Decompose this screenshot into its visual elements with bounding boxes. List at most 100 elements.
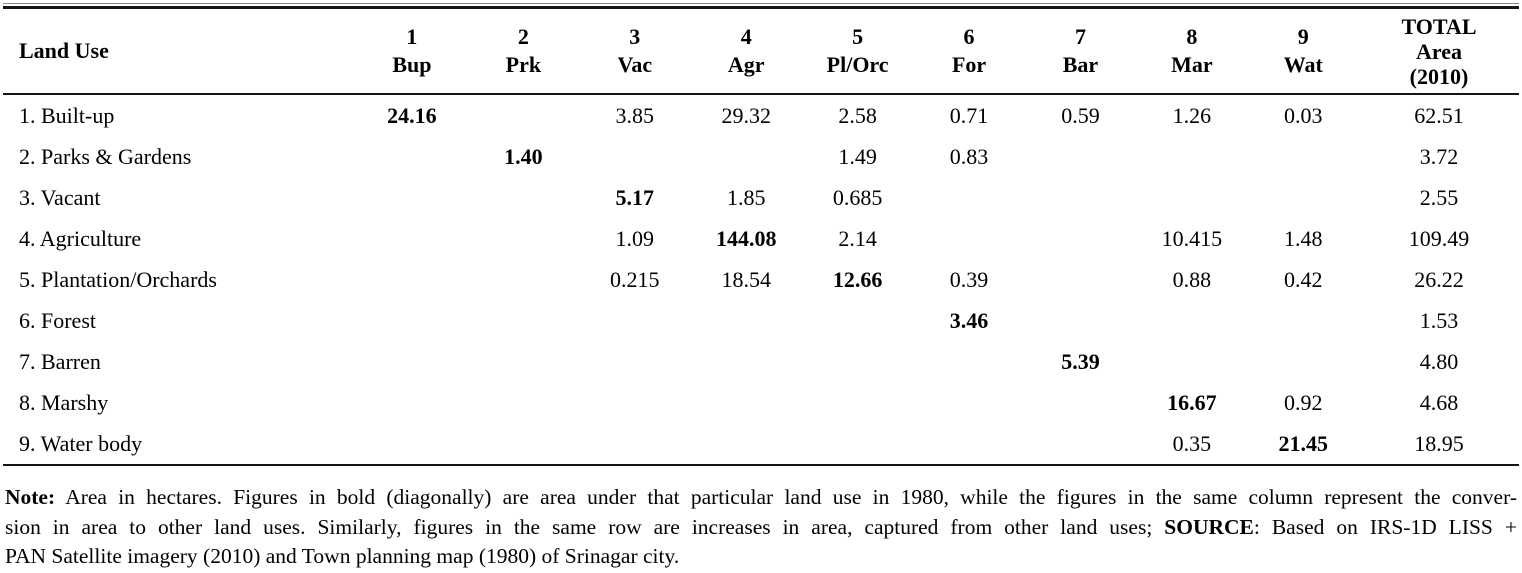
- row-label: 3. Vacant: [19, 184, 101, 210]
- row-label: 1. Built-up: [19, 102, 115, 128]
- row-label: 8. Marshy: [19, 389, 109, 415]
- table-cell: 0.42: [1284, 266, 1323, 292]
- row-label: 2. Parks & Gardens: [19, 143, 192, 169]
- column-number: 1: [406, 24, 418, 49]
- table-cell: 144.08: [715, 225, 777, 251]
- note-text: sion in area to other land uses. Similar…: [5, 514, 1165, 539]
- row-label: 7. Barren: [19, 348, 101, 374]
- note-line-3: PAN Satellite imagery (2010) and Town pl…: [5, 542, 1517, 572]
- table-cell: 0.39: [949, 266, 989, 292]
- table-cell: [356, 382, 467, 423]
- column-header-prk: 2 Prk: [467, 9, 580, 95]
- table-cell: 0.215: [610, 266, 660, 292]
- note-text: PAN Satellite imagery (2010) and Town pl…: [5, 544, 680, 568]
- source-label: SOURCE: [1164, 514, 1254, 539]
- total-cell: 2.55: [1419, 184, 1459, 210]
- total-cell: 109.49: [1408, 225, 1470, 251]
- table-cell: 1.26: [1172, 102, 1212, 128]
- table-cell: 0.685: [832, 184, 883, 210]
- table-cell: [356, 341, 467, 382]
- table-cell: [690, 382, 801, 423]
- column-number: 8: [1186, 24, 1198, 49]
- table-cell: [468, 382, 579, 423]
- table-cell: [913, 218, 1024, 259]
- column-number: 7: [1074, 24, 1086, 49]
- table-cell: 10.415: [1161, 225, 1223, 251]
- table-cell: [802, 341, 913, 382]
- table-row-agriculture: 4. Agriculture 1.09 144.08 2.14 10.415 1…: [3, 218, 1519, 259]
- table-cell: 16.67: [1167, 389, 1217, 415]
- table-cell: 1.85: [726, 184, 766, 210]
- table-cell: [1024, 423, 1137, 466]
- column-header-total-area: TOTAL Area (2010): [1359, 9, 1519, 95]
- column-abbr: Agr: [727, 52, 765, 77]
- total-cell: 3.72: [1419, 143, 1459, 169]
- table-row-marshy: 8. Marshy 16.67 0.92 4.68: [3, 382, 1519, 423]
- table-cell: 0.88: [1172, 266, 1212, 292]
- table-cell: 29.32: [721, 102, 771, 128]
- table-cell: [690, 300, 801, 341]
- table-body: 1. Built-up 24.16 3.85 29.32 2.58 0.71 0…: [3, 94, 1519, 466]
- table-cell: 0.03: [1284, 102, 1323, 128]
- total-line: Area: [1415, 38, 1463, 64]
- column-abbr: Vac: [617, 52, 653, 77]
- table-cell: [356, 300, 467, 341]
- row-label: 4. Agriculture: [19, 225, 142, 251]
- note-line-2: sion in area to other land uses. Similar…: [5, 513, 1517, 543]
- table-cell: 3.46: [949, 307, 989, 333]
- row-label: 9. Water body: [3, 423, 357, 466]
- table-cell: 2.14: [838, 225, 877, 251]
- note-text: Area in hectares. Figures in bold (diago…: [65, 485, 1517, 509]
- table-cell: [356, 259, 467, 300]
- table-row-vacant: 3. Vacant 5.17 1.85 0.685 2.55: [3, 177, 1519, 218]
- table-cell: 18.54: [721, 266, 771, 292]
- table-cell: [802, 300, 913, 341]
- table-cell: 1.49: [838, 143, 877, 169]
- table-cell: [356, 423, 468, 466]
- table-cell: [913, 423, 1025, 466]
- table-cell: [468, 94, 579, 136]
- table-cell: [356, 136, 467, 177]
- table-cell: [1136, 341, 1247, 382]
- table-cell: 21.45: [1247, 423, 1360, 466]
- table-cell: 12.66: [832, 266, 883, 292]
- table-cell: [1136, 300, 1247, 341]
- table-header: Land Use 1 Bup 2 Prk 3 Vac 4 Agr: [3, 9, 1519, 95]
- column-header-land-use: Land Use: [3, 9, 357, 95]
- table-cell: [1025, 259, 1136, 300]
- note-label: Note:: [5, 485, 56, 509]
- table-cell: [690, 136, 801, 177]
- table-cell: [1025, 300, 1136, 341]
- column-header-vac: 3 Vac: [579, 9, 691, 95]
- table-cell: [1025, 382, 1136, 423]
- table-cell: [1136, 136, 1247, 177]
- table-row-built-up: 1. Built-up 24.16 3.85 29.32 2.58 0.71 0…: [3, 94, 1519, 136]
- table-row-parks-gardens: 2. Parks & Gardens 1.40 1.49 0.83 3.72: [3, 136, 1519, 177]
- column-abbr: Pl/Orc: [826, 52, 889, 77]
- table-cell: 5.17: [615, 184, 655, 210]
- total-line: (2010): [1409, 63, 1469, 89]
- table-cell: 2.58: [838, 102, 877, 128]
- table-cell: [468, 259, 579, 300]
- column-abbr: Wat: [1283, 52, 1323, 77]
- table-cell: 0.71: [949, 102, 989, 128]
- table-cell: [1248, 341, 1359, 382]
- total-cell: 1.53: [1419, 307, 1459, 333]
- column-number: 2: [517, 24, 529, 49]
- column-abbr: Prk: [505, 52, 542, 77]
- column-number: 9: [1297, 24, 1309, 49]
- page: Land Use 1 Bup 2 Prk 3 Vac 4 Agr: [3, 0, 1519, 572]
- table-cell: [468, 300, 579, 341]
- column-abbr: Bar: [1062, 52, 1099, 77]
- table-cell: [1248, 177, 1359, 218]
- table-row-water-body: 9. Water body 0.35 21.45 18.95: [3, 423, 1519, 466]
- column-header-pl-orc: 5 Pl/Orc: [801, 9, 914, 95]
- table-cell: [913, 177, 1024, 218]
- column-number: 5: [852, 24, 864, 49]
- table-cell: [468, 177, 579, 218]
- table-cell: 0.59: [1061, 102, 1100, 128]
- table-cell: [1248, 300, 1359, 341]
- header-row: Land Use 1 Bup 2 Prk 3 Vac 4 Agr: [3, 9, 1519, 95]
- land-use-conversion-table: Land Use 1 Bup 2 Prk 3 Vac 4 Agr: [3, 9, 1519, 466]
- column-header-bup: 1 Bup: [356, 9, 468, 95]
